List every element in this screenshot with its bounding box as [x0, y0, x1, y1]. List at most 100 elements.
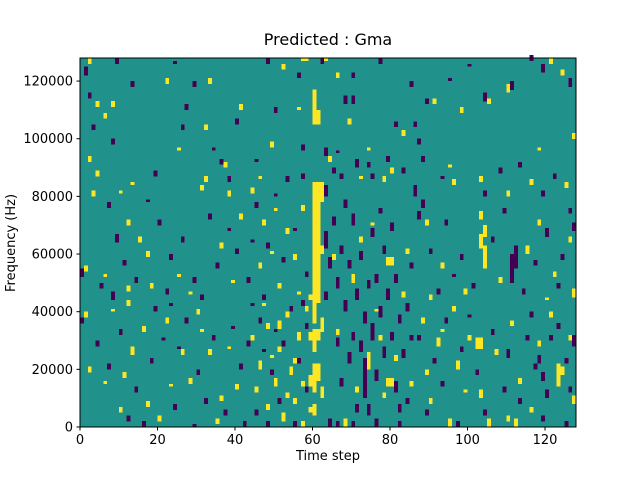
heatmap-cell — [231, 326, 236, 330]
heatmap-cell — [250, 334, 255, 341]
heatmap-cell — [99, 282, 104, 289]
heatmap-cell — [467, 314, 472, 318]
heatmap-cell — [490, 328, 495, 335]
heatmap-cell — [320, 181, 325, 203]
heatmap-cell — [103, 380, 108, 384]
heatmap-cell — [331, 216, 336, 226]
heatmap-cell — [285, 392, 290, 399]
heatmap-cell — [219, 158, 224, 165]
heatmap-cell — [424, 98, 429, 105]
heatmap-cell — [103, 112, 108, 119]
heatmap-cell — [258, 317, 263, 324]
heatmap-cell — [122, 372, 127, 379]
heatmap-cell — [118, 190, 123, 194]
heatmap-cell — [335, 150, 340, 154]
heatmap-cell — [157, 219, 162, 226]
heatmap-cell — [184, 317, 189, 324]
heatmap-cell — [572, 334, 577, 347]
heatmap-cells — [80, 55, 577, 428]
heatmap-cell — [401, 349, 406, 358]
heatmap-cell — [118, 328, 123, 335]
heatmap-cell — [328, 418, 332, 428]
heatmap-cell — [111, 308, 115, 312]
heatmap-cell — [529, 406, 534, 413]
heatmap-cell — [254, 409, 259, 416]
heatmap-cell — [258, 360, 263, 370]
heatmap-cell — [149, 357, 154, 364]
heatmap-cell — [293, 421, 298, 428]
heatmap-cell — [262, 303, 267, 306]
heatmap-cell — [475, 369, 480, 376]
heatmap-cell — [285, 176, 290, 183]
heatmap-cell — [471, 282, 476, 289]
heatmap-cell — [541, 190, 546, 197]
heatmap-cell — [138, 236, 143, 243]
heatmap-cell — [300, 144, 305, 151]
heatmap-cell — [335, 337, 340, 347]
heatmap-cell — [444, 219, 449, 226]
heatmap-cell — [223, 161, 228, 168]
heatmap-cell — [207, 213, 212, 220]
heatmap-cell — [83, 311, 88, 318]
heatmap-cell — [111, 291, 115, 301]
heatmap-cell — [126, 300, 131, 306]
heatmap-cell — [180, 236, 185, 243]
heatmap-cell — [351, 331, 356, 341]
heatmap-cell — [424, 219, 429, 226]
heatmap-cell — [335, 72, 340, 79]
heatmap-cell — [304, 271, 309, 278]
heatmap-cell — [541, 372, 546, 381]
heatmap-cell — [300, 58, 305, 61]
heatmap-cell — [517, 377, 522, 384]
heatmap-cell — [192, 424, 197, 428]
heatmap-cell — [374, 308, 379, 312]
heatmap-cell — [498, 277, 503, 283]
heatmap-cell — [382, 346, 387, 358]
heatmap-cell — [386, 377, 391, 387]
heatmap-cell — [324, 291, 329, 301]
heatmap-cell — [417, 138, 422, 145]
heatmap-cell — [366, 161, 371, 168]
heatmap-cell — [370, 173, 375, 180]
heatmap-cell — [95, 101, 100, 108]
heatmap-cell — [359, 251, 363, 260]
heatmap-cell — [87, 58, 92, 64]
heatmap-cell — [409, 262, 414, 269]
heatmap-cell — [87, 156, 92, 162]
heatmap-cell — [556, 363, 561, 387]
heatmap-cell — [169, 383, 174, 387]
heatmap-cell — [196, 369, 201, 376]
heatmap-cell — [308, 375, 313, 387]
heatmap-cell — [200, 328, 205, 332]
heatmap-cell — [506, 190, 511, 197]
heatmap-cell — [378, 207, 383, 214]
heatmap-cell — [281, 256, 286, 263]
axes-frame — [79, 57, 577, 428]
heatmap-cell — [424, 409, 429, 416]
heatmap-cell — [421, 317, 425, 324]
heatmap-cell — [277, 346, 282, 353]
heatmap-cell — [452, 305, 456, 312]
heatmap-cell — [409, 334, 414, 341]
heatmap-cell — [459, 107, 464, 113]
heatmap-cell — [204, 398, 208, 404]
heatmap-cell — [227, 228, 232, 232]
heatmap-cell — [176, 274, 181, 278]
heatmap-cell — [316, 109, 321, 125]
heatmap-cell — [432, 98, 437, 105]
heatmap-cell — [517, 161, 522, 168]
heatmap-cell — [366, 352, 371, 370]
chart-title: Predicted : Gma — [263, 30, 393, 49]
heatmap-cell — [370, 228, 375, 237]
heatmap-cell — [568, 236, 573, 243]
heatmap-cell — [316, 363, 321, 381]
heatmap-cell — [564, 181, 569, 188]
heatmap-cell — [316, 328, 321, 341]
heatmap-cell — [320, 245, 325, 255]
heatmap-cell — [122, 259, 127, 266]
heatmap-cell — [308, 294, 313, 301]
heatmap-cell — [378, 305, 383, 318]
heatmap-cell — [393, 354, 398, 361]
heatmap-cell — [347, 118, 352, 125]
